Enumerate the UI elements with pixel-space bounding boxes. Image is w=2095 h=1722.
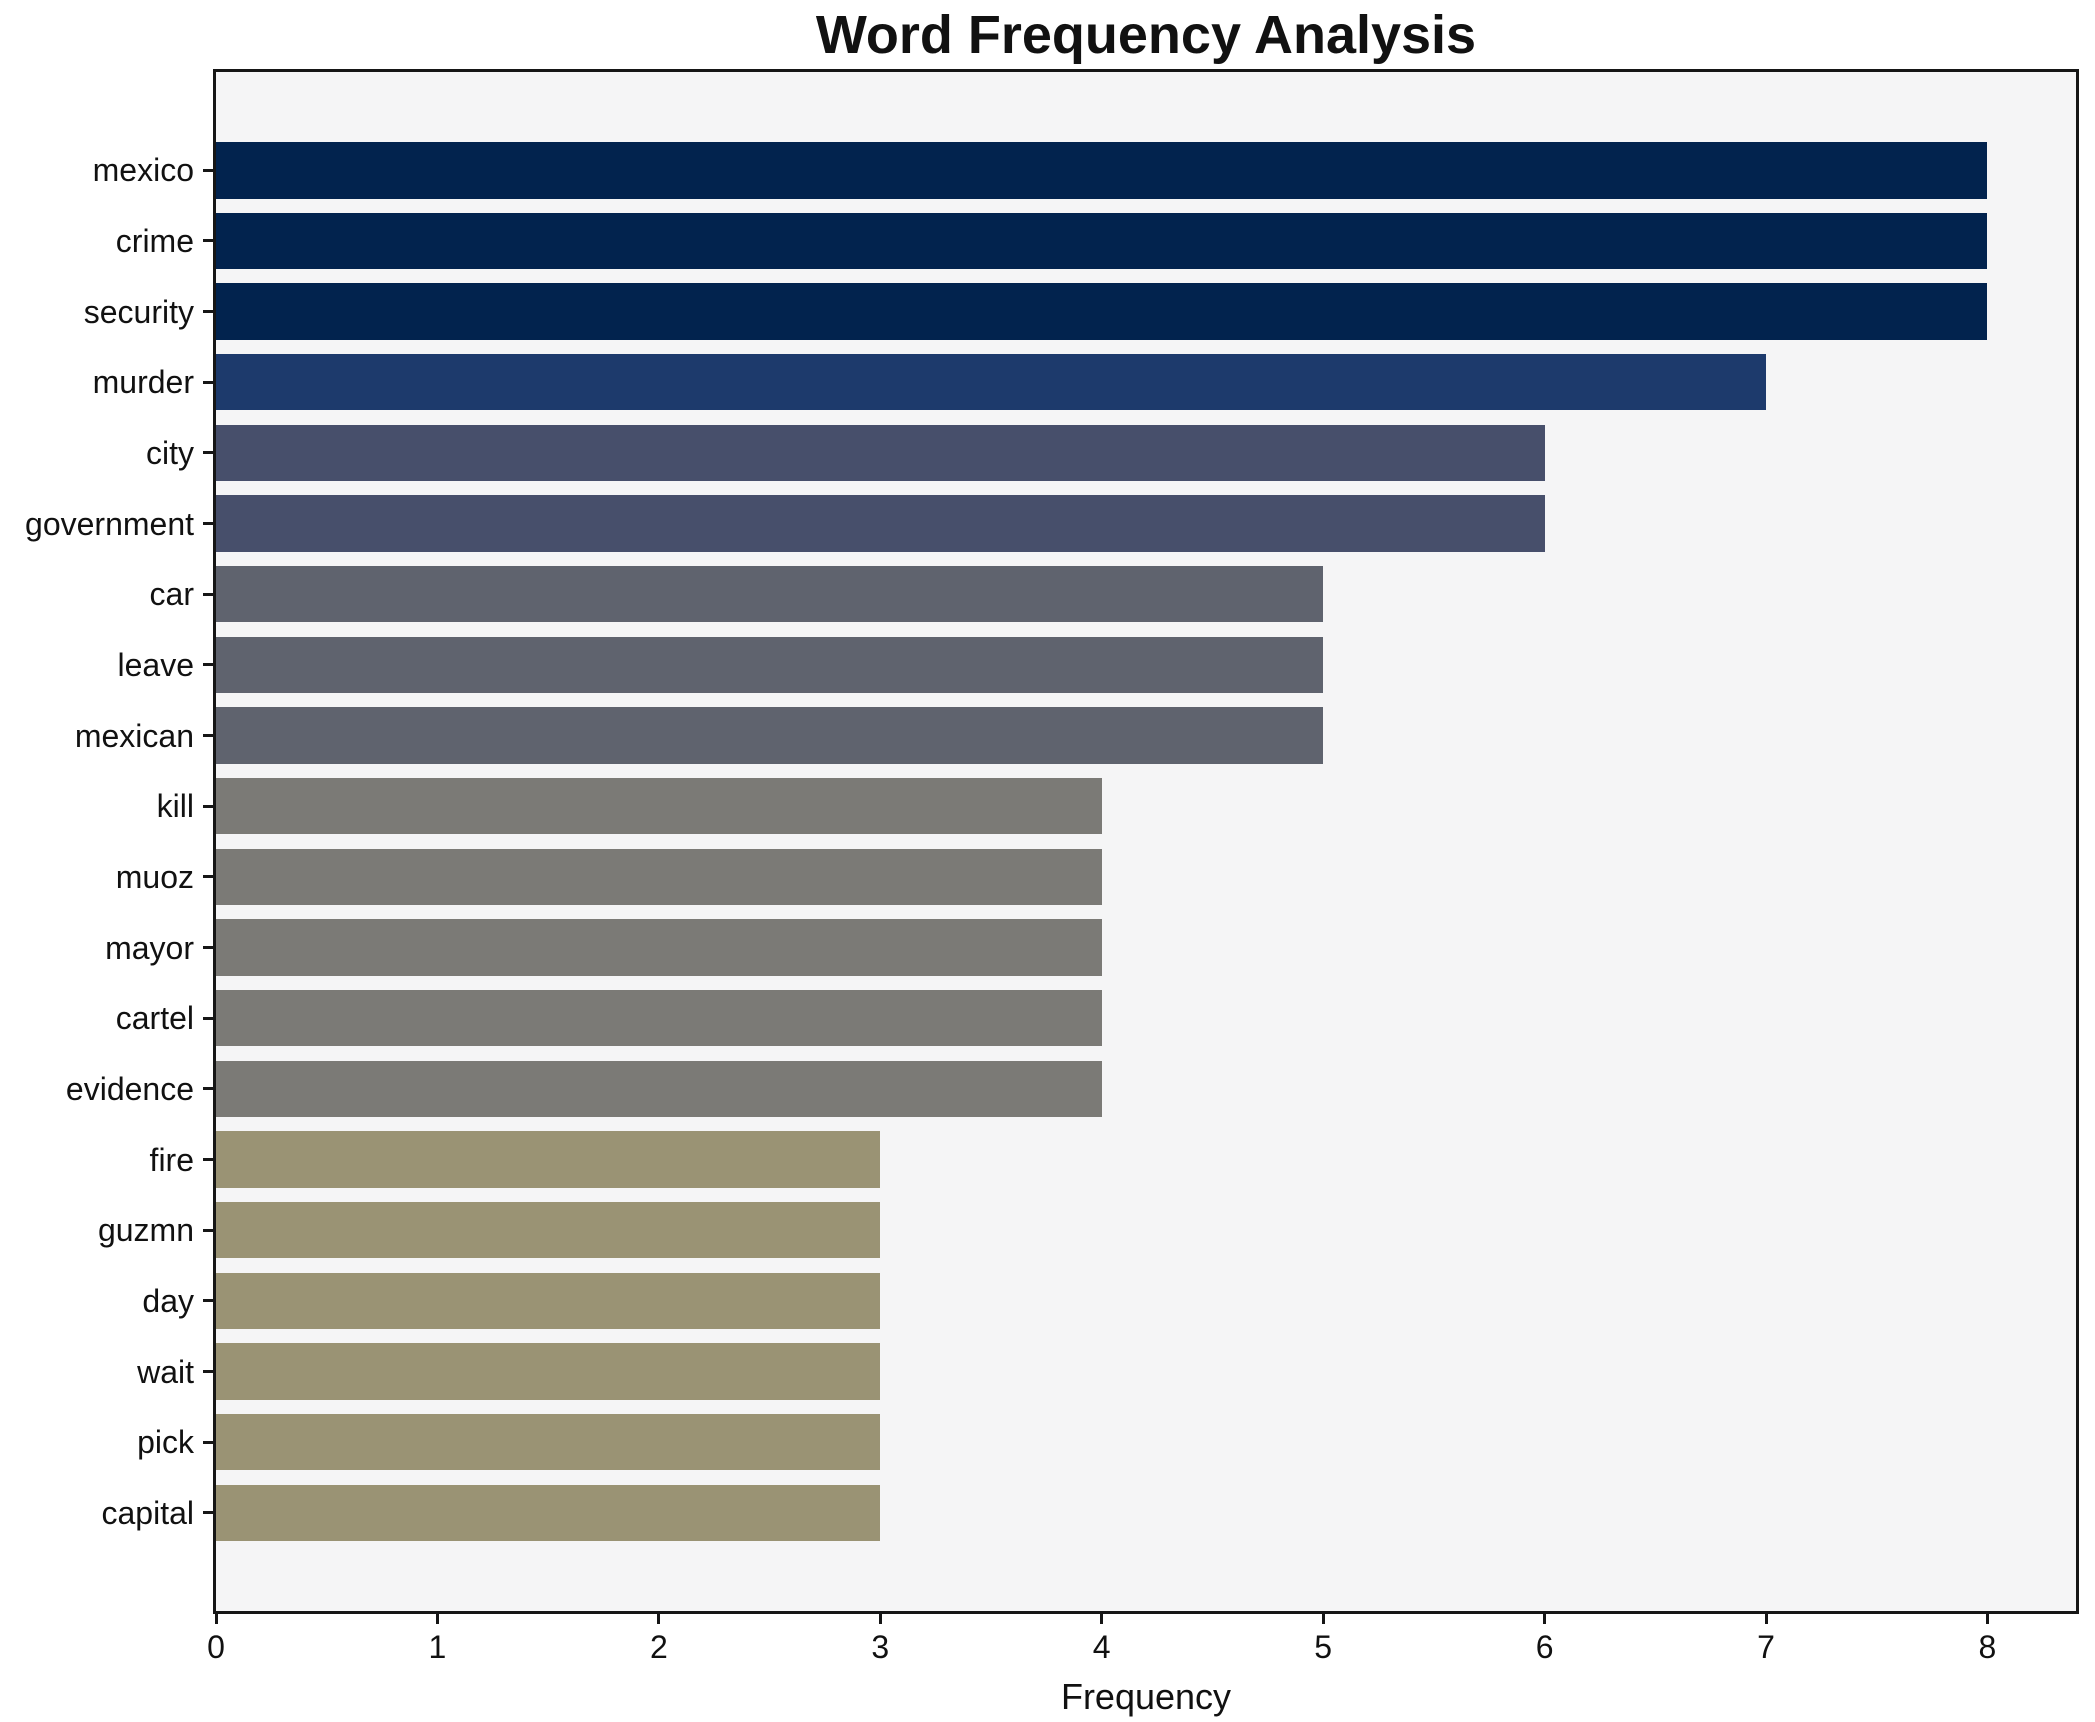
y-tick-cartel: [203, 1016, 213, 1020]
y-tick-label-mexico: mexico: [92, 152, 194, 189]
bar-mexican: [216, 707, 1324, 764]
bar-muoz: [216, 848, 1102, 906]
bar-murder: [216, 353, 1766, 411]
bar-mexico: [216, 142, 1988, 199]
bar-mayor: [216, 919, 1102, 976]
x-tick-5: [1321, 1614, 1325, 1624]
y-tick-label-murder: murder: [92, 364, 194, 401]
y-tick-label-security: security: [83, 293, 194, 330]
x-tick-label-2: 2: [649, 1629, 668, 1665]
y-tick-car: [203, 592, 213, 596]
y-tick-label-evidence: evidence: [65, 1070, 194, 1107]
y-tick-mayor: [203, 946, 213, 949]
bar-cartel: [216, 989, 1102, 1047]
bars-layer: [216, 72, 2076, 1611]
y-tick-label-mayor: mayor: [105, 929, 194, 966]
bar-car: [216, 565, 1324, 623]
y-tick-kill: [203, 804, 213, 808]
y-tick-day: [203, 1299, 213, 1303]
x-tick-1: [435, 1614, 439, 1624]
bar-leave: [216, 636, 1324, 694]
y-tick-government: [203, 522, 213, 525]
y-tick-label-fire: fire: [149, 1141, 194, 1178]
bar-capital: [216, 1484, 881, 1541]
x-tick-3: [878, 1614, 882, 1624]
x-tick-label-4: 4: [1092, 1629, 1111, 1665]
x-tick-2: [657, 1614, 661, 1624]
y-tick-label-capital: capital: [101, 1494, 195, 1531]
y-tick-label-wait: wait: [137, 1353, 194, 1390]
y-tick-label-day: day: [142, 1282, 194, 1319]
y-tick-murder: [203, 380, 213, 384]
bar-fire: [216, 1131, 881, 1188]
y-tick-label-kill: kill: [156, 788, 194, 825]
y-tick-label-car: car: [149, 576, 194, 613]
x-tick-label-5: 5: [1314, 1629, 1332, 1665]
x-tick-0: [214, 1614, 218, 1624]
y-tick-wait: [203, 1370, 213, 1373]
plot-area: [213, 69, 2079, 1614]
bar-kill: [216, 777, 1102, 835]
x-tick-label-3: 3: [871, 1629, 890, 1665]
chart-title: Word Frequency Analysis: [815, 5, 1477, 65]
x-tick-label-1: 1: [428, 1629, 447, 1665]
y-tick-mexican: [203, 734, 213, 737]
bar-guzmn: [216, 1201, 881, 1259]
y-tick-guzmn: [203, 1228, 213, 1232]
bar-city: [216, 424, 1545, 482]
y-tick-label-leave: leave: [117, 646, 195, 683]
x-tick-label-6: 6: [1535, 1629, 1554, 1665]
bar-crime: [216, 212, 1988, 270]
bar-security: [216, 283, 1988, 340]
bar-government: [216, 495, 1545, 552]
x-tick-label-0: 0: [207, 1629, 225, 1665]
x-axis-label: Frequency: [1060, 1676, 1232, 1717]
bar-pick: [216, 1413, 881, 1471]
y-tick-muoz: [203, 875, 213, 879]
y-tick-evidence: [203, 1087, 213, 1091]
y-tick-label-government: government: [25, 505, 194, 542]
bar-wait: [216, 1343, 881, 1400]
bar-day: [216, 1272, 881, 1329]
y-tick-city: [203, 451, 213, 455]
y-tick-fire: [203, 1158, 213, 1161]
y-tick-capital: [203, 1511, 213, 1515]
y-tick-leave: [203, 663, 213, 667]
y-tick-label-city: city: [146, 434, 194, 471]
y-tick-label-cartel: cartel: [115, 1000, 194, 1037]
y-tick-label-guzmn: guzmn: [97, 1212, 194, 1249]
x-tick-label-8: 8: [1978, 1629, 1997, 1665]
y-tick-pick: [203, 1440, 213, 1444]
x-tick-6: [1543, 1614, 1547, 1624]
y-tick-crime: [203, 239, 213, 243]
x-tick-4: [1100, 1614, 1104, 1624]
y-tick-label-pick: pick: [137, 1424, 194, 1461]
y-tick-mexico: [203, 168, 213, 172]
y-tick-label-mexican: mexican: [74, 717, 194, 754]
y-tick-security: [203, 310, 213, 313]
bar-evidence: [216, 1060, 1102, 1117]
y-tick-label-crime: crime: [115, 222, 194, 259]
x-tick-7: [1764, 1614, 1768, 1624]
x-tick-label-7: 7: [1757, 1629, 1775, 1665]
y-tick-label-muoz: muoz: [115, 858, 194, 895]
x-tick-8: [1985, 1614, 1989, 1624]
